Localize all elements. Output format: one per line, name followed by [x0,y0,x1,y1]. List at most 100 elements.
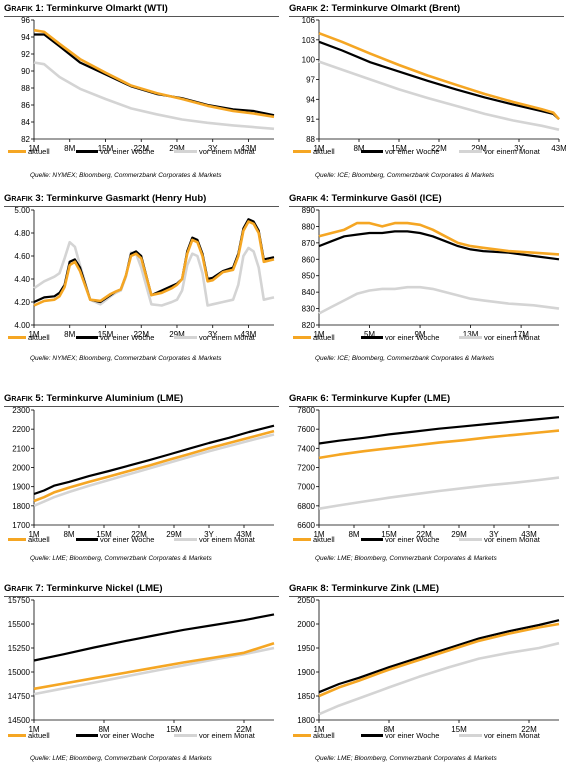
x-tick-label: 15M [98,144,114,153]
series-line-month [318,60,560,131]
x-tick-label: 3Y [514,144,524,153]
legend-label: vor einer Woche [385,147,440,156]
figure-number: Grafik 4: [289,193,329,204]
y-tick-label: 880 [302,222,316,231]
y-tick-label: 94 [21,33,30,42]
title-rule [4,16,279,17]
series-line-aktuell [33,641,275,691]
chart-legend: aktuell vor einer Woche vor einem Monat [289,535,564,545]
y-tick-label: 1950 [297,644,315,653]
legend-label: aktuell [313,333,335,342]
legend-label: aktuell [28,147,50,156]
x-tick-label: 22M [133,144,149,153]
y-tick-label: 88 [306,135,315,144]
x-tick-label: 1M [28,530,39,539]
legend-swatch [293,538,311,541]
legend-swatch [76,336,98,339]
chart-source: Quelle: NYMEX; Bloomberg, Commerzbank Co… [30,172,222,179]
legend-swatch [293,336,311,339]
y-tick-label: 4.80 [14,229,30,238]
x-tick-label: 43M [521,530,537,539]
series-line-month [33,240,275,307]
series-line-aktuell [33,28,275,119]
legend-swatch [76,150,98,153]
x-tick-label: 13M [463,330,479,339]
y-tick-label: 1700 [12,521,30,530]
chart-legend: aktuell vor einer Woche vor einem Monat [4,535,279,545]
y-tick-label: 1800 [12,502,30,511]
chart-panel: Grafik 2: Terminkurve Olmarkt (Brent) 106… [289,3,566,182]
legend-label: aktuell [28,333,50,342]
legend-swatch [361,150,383,153]
y-tick-label: 1850 [297,692,315,701]
chart-panel: Grafik 8: Terminkurve Zink (LME) 2050 2000… [289,583,564,765]
title-rule [289,206,564,207]
series-line-week [318,619,560,694]
legend-swatch [293,150,311,153]
chart-source: Quelle: ICE; Bloomberg, Commerzbank Corp… [315,355,495,362]
x-tick-label: 3Y [208,144,218,153]
series-line-week [318,230,560,261]
title-rule [289,16,564,17]
series-line-month [33,61,275,131]
title-rule [289,596,564,597]
series-line-month [33,433,275,507]
chart-name: Terminkurve Zink (LME) [331,583,440,594]
legend-swatch [174,734,197,737]
legend-swatch [8,734,26,737]
chart-legend: aktuell vor einer Woche vor einem Monat [4,731,279,741]
chart-name: Terminkurve Gasöl (ICE) [331,193,442,204]
series-line-aktuell [318,221,560,256]
y-tick-label: 4.20 [14,298,30,307]
y-tick-label: 7800 [297,406,315,415]
y-tick-label: 96 [21,16,30,25]
x-tick-label: 8M [383,725,394,734]
y-tick-label: 2100 [12,444,30,453]
legend-label: vor einer Woche [385,333,440,342]
chart-name: Terminkurve Aluminium (LME) [46,393,184,404]
y-tick-label: 94 [306,95,315,104]
x-tick-label: 17M [513,330,529,339]
x-tick-label: 43M [241,330,257,339]
legend-label: vor einer Woche [100,333,155,342]
legend-label: vor einem Monat [484,147,540,156]
legend-label: aktuell [28,731,50,740]
chart-legend: aktuell vor einer Woche vor einem Monat [4,147,279,157]
y-tick-label: 15500 [8,620,31,629]
x-tick-label: 1M [28,144,39,153]
chart-legend: aktuell vor einer Woche vor einem Monat [4,333,279,343]
x-tick-label: 22M [133,330,149,339]
series-line-week [34,33,275,117]
y-tick-label: 5.00 [14,206,30,215]
legend-label: vor einer Woche [100,147,155,156]
y-tick-label: 1900 [12,483,30,492]
chart-title: Grafik 8: Terminkurve Zink (LME) [289,583,564,595]
y-tick-label: 91 [306,115,315,124]
x-tick-label: 43M [551,144,566,153]
x-tick-label: 3Y [208,330,218,339]
chart-title: Grafik 3: Terminkurve Gasmarkt (Henry Hu… [4,193,279,205]
y-tick-label: 6600 [297,521,315,530]
y-tick-label: 1900 [297,668,315,677]
x-tick-label: 1M [313,330,324,339]
chart-name: Terminkurve Nickel (LME) [46,583,163,594]
legend-swatch [293,734,311,737]
y-tick-label: 1800 [297,716,315,725]
series-line-aktuell [318,429,560,460]
y-tick-label: 97 [306,76,315,85]
y-tick-label: 2200 [12,425,30,434]
series-line-week [33,424,275,496]
legend-swatch [459,150,482,153]
x-tick-label: 3Y [204,530,214,539]
x-tick-label: 22M [431,144,447,153]
x-tick-label: 22M [521,725,537,734]
y-tick-label: 850 [302,272,316,281]
chart-name: Terminkurve Olmarkt (Brent) [331,3,461,14]
legend-label: vor einem Monat [199,535,255,544]
x-tick-label: 29M [169,144,185,153]
chart-title: Grafik 1: Terminkurve Olmarkt (WTI) [4,3,279,15]
y-tick-label: 860 [302,255,316,264]
